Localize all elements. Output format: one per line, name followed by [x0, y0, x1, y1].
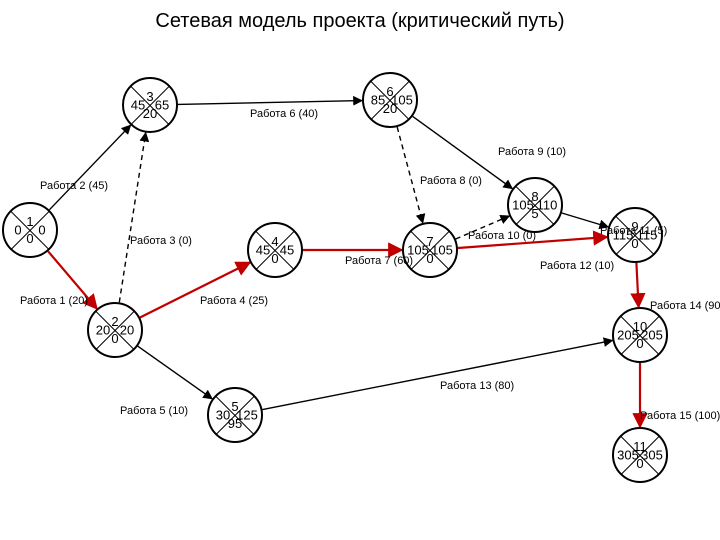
- edge-label: Работа 7 (60): [345, 255, 413, 267]
- node-es: 205: [616, 329, 640, 342]
- edge-n2-n4: [140, 263, 250, 318]
- node-10: 100205205: [612, 307, 668, 363]
- node-6: 62085105: [362, 72, 418, 128]
- node-2: 202020: [87, 302, 143, 358]
- edge-label: Работа 8 (0): [420, 175, 482, 187]
- node-ef: 45: [275, 244, 299, 257]
- node-ef: 65: [150, 99, 174, 112]
- edge-label: Работа 3 (0): [130, 235, 192, 247]
- node-11: 110305305: [612, 427, 668, 483]
- edge-label: Работа 1 (20): [20, 295, 88, 307]
- diagram-title: Сетевая модель проекта (критический путь…: [0, 10, 720, 33]
- edge-label: Работа 9 (10): [498, 146, 566, 158]
- node-es: 85: [366, 94, 390, 107]
- node-ef: 125: [235, 409, 259, 422]
- edge-n1-n3: [49, 125, 130, 210]
- node-ef: 0: [30, 224, 54, 237]
- node-1: 1000: [2, 202, 58, 258]
- edge-n2-n5: [138, 346, 212, 399]
- edge-label: Работа 11 (5): [600, 225, 667, 237]
- node-7: 70105105: [402, 222, 458, 278]
- node-3: 3204565: [122, 77, 178, 133]
- edge-n2-n3: [119, 133, 145, 303]
- node-8: 85105110: [507, 177, 563, 233]
- node-ef: 105: [390, 94, 414, 107]
- diagram-canvas: Сетевая модель проекта (критический путь…: [0, 0, 720, 540]
- edge-label: Работа 12 (10): [540, 260, 614, 272]
- edge-n9-n10: [636, 263, 638, 307]
- edge-n3-n6: [178, 101, 362, 105]
- node-es: 30: [211, 409, 235, 422]
- node-ef: 20: [115, 324, 139, 337]
- edge-label: Работа 2 (45): [40, 180, 108, 192]
- node-es: 20: [91, 324, 115, 337]
- node-5: 59530125: [207, 387, 263, 443]
- node-es: 105: [511, 199, 535, 212]
- node-es: 45: [251, 244, 275, 257]
- node-ef: 105: [430, 244, 454, 257]
- node-ef: 305: [640, 449, 664, 462]
- node-ef: 205: [640, 329, 664, 342]
- edge-label: Работа 4 (25): [200, 295, 268, 307]
- node-ef: 110: [535, 199, 559, 212]
- node-4: 404545: [247, 222, 303, 278]
- edge-label: Работа 10 (0): [468, 230, 536, 242]
- edge-n5-n10: [263, 340, 613, 409]
- edge-label: Работа 6 (40): [250, 108, 318, 120]
- node-es: 45: [126, 99, 150, 112]
- node-es: 0: [6, 224, 30, 237]
- node-es: 305: [616, 449, 640, 462]
- edge-label: Работа 14 (90): [650, 300, 720, 312]
- edge-n6-n7: [397, 127, 423, 223]
- edge-label: Работа 13 (80): [440, 380, 514, 392]
- edge-label: Работа 15 (100): [640, 410, 720, 422]
- edge-label: Работа 5 (10): [120, 405, 188, 417]
